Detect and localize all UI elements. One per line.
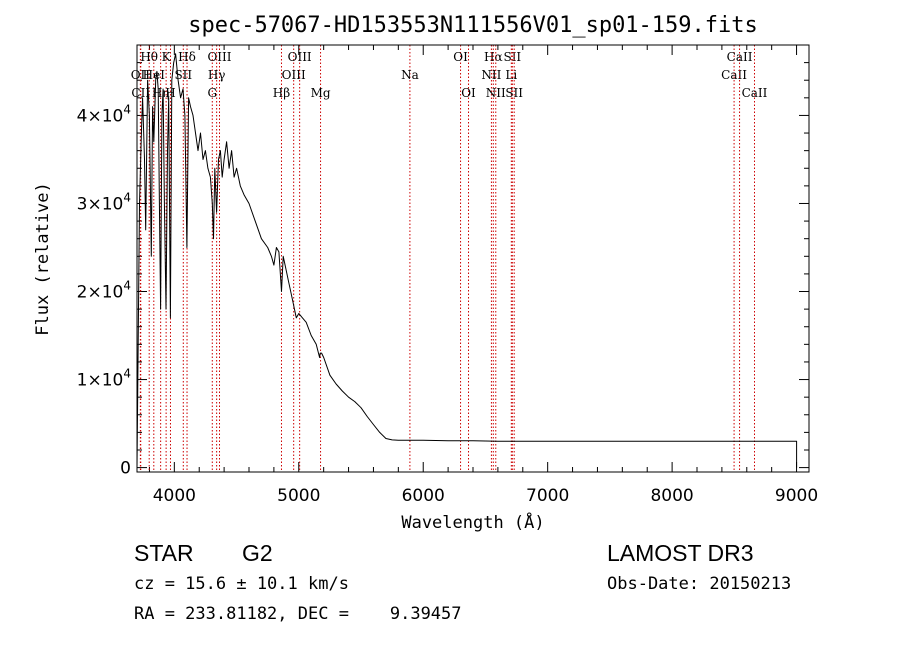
x-tick-label: 8000: [650, 486, 693, 506]
x-tick-label: 4000: [153, 486, 196, 506]
line-label: OIII: [288, 50, 312, 64]
line-label: SII: [503, 50, 521, 64]
line-label: Hθ: [140, 50, 158, 64]
line-label: Mg: [311, 86, 331, 100]
line-label: Na: [401, 68, 419, 82]
spectrum-line: [136, 53, 798, 468]
line-label: Hγ: [208, 68, 226, 82]
x-tick-label: 9000: [775, 486, 818, 506]
line-label: NII: [481, 68, 501, 82]
line-label: Hβ: [273, 86, 290, 100]
line-label: CaII: [721, 68, 747, 82]
x-axis-label: Wavelength (Å): [401, 511, 544, 533]
coordinates: RA = 233.81182, DEC = 9.39457: [134, 604, 462, 624]
y-tick-label: 1×104: [77, 367, 131, 391]
line-label: Li: [505, 68, 517, 82]
y-tick-label: 3×104: [77, 190, 131, 214]
line-label: K: [162, 50, 172, 64]
plot-frame: [136, 44, 810, 473]
y-tick-label: 0: [120, 459, 131, 479]
object-class: STAR: [134, 540, 194, 566]
line-label: CaII: [727, 50, 753, 64]
line-label: Hδ: [178, 50, 196, 64]
y-tick-label: 2×104: [77, 279, 131, 303]
chart-title: spec-57067-HD153553N111556V01_sp01-159.f…: [188, 13, 758, 38]
y-tick-label: 4×104: [77, 102, 131, 126]
line-label: CII: [131, 86, 150, 100]
x-tick-label: 5000: [277, 486, 320, 506]
x-tick-label: 7000: [526, 486, 569, 506]
line-label: OI: [461, 86, 476, 100]
line-label: Hα: [484, 50, 503, 64]
survey-name: LAMOST DR3: [607, 540, 754, 566]
line-label: HeI: [143, 68, 166, 82]
line-label: OIII: [282, 68, 306, 82]
line-label: Hη: [152, 86, 170, 100]
line-label: SII: [174, 68, 192, 82]
line-label: H: [165, 86, 175, 100]
line-label: OI: [453, 50, 468, 64]
line-label: G: [207, 86, 217, 100]
line-label: OIII: [207, 50, 231, 64]
y-axis-label: Flux (relative): [33, 182, 53, 336]
line-label: OII: [131, 68, 151, 82]
obs-date: Obs-Date: 20150213: [607, 574, 792, 594]
line-label: NII: [486, 86, 506, 100]
redshift-value: cz = 15.6 ± 10.1 km/s: [134, 574, 349, 594]
line-label: SII: [505, 86, 523, 100]
line-label: CaII: [742, 86, 768, 100]
x-tick-label: 6000: [402, 486, 445, 506]
subclass: G2: [242, 540, 273, 566]
